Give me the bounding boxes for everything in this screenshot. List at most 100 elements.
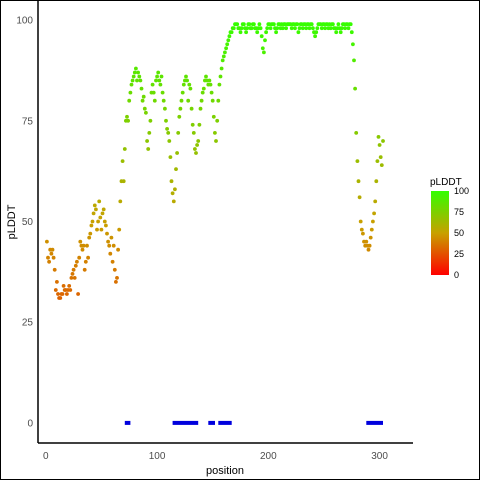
- data-point: [99, 227, 104, 232]
- y-tick-label: 50: [22, 217, 34, 228]
- data-point: [167, 139, 172, 143]
- data-point: [70, 272, 75, 276]
- data-point: [227, 34, 232, 39]
- data-point: [336, 22, 341, 27]
- data-point: [105, 231, 109, 236]
- data-point: [111, 243, 116, 248]
- data-point: [75, 259, 79, 264]
- data-point: [80, 247, 85, 252]
- data-point: [258, 26, 263, 31]
- data-point: [355, 159, 360, 164]
- data-point: [184, 74, 188, 79]
- data-point: [71, 267, 76, 272]
- data-point: [239, 26, 244, 31]
- data-point: [127, 98, 132, 103]
- data-point: [179, 98, 184, 103]
- y-axis-title: pLDDT: [6, 204, 18, 239]
- data-point: [235, 22, 240, 27]
- data-point: [152, 98, 157, 103]
- data-point: [83, 259, 88, 264]
- data-point: [204, 74, 208, 79]
- data-point: [195, 143, 200, 147]
- data-point: [145, 139, 150, 143]
- data-point: [185, 78, 190, 83]
- legend-tick-label: 0: [454, 270, 459, 280]
- data-point: [109, 235, 114, 240]
- data-point: [252, 22, 256, 27]
- data-point: [116, 247, 120, 252]
- data-point: [346, 26, 351, 31]
- data-point: [265, 26, 270, 31]
- data-point: [373, 199, 378, 204]
- data-point: [349, 30, 354, 35]
- data-point: [95, 227, 99, 232]
- data-point: [314, 30, 319, 35]
- data-point: [186, 98, 191, 103]
- data-point: [381, 139, 385, 143]
- data-point: [171, 199, 176, 204]
- data-point: [112, 267, 117, 272]
- data-point: [85, 243, 89, 248]
- data-point: [379, 163, 384, 168]
- data-point: [115, 276, 119, 280]
- data-point: [137, 74, 142, 79]
- data-point: [87, 235, 92, 240]
- data-point: [351, 42, 355, 47]
- data-point: [295, 22, 300, 27]
- data-point: [217, 82, 222, 87]
- data-point: [94, 207, 98, 212]
- data-point: [65, 292, 69, 296]
- region-band: [218, 420, 232, 425]
- data-point: [156, 70, 161, 75]
- data-point: [78, 239, 83, 244]
- data-point: [142, 106, 147, 111]
- data-point: [328, 26, 333, 31]
- data-point: [47, 259, 51, 264]
- data-point: [272, 22, 276, 27]
- x-tick-label: 200: [260, 451, 277, 462]
- data-point: [244, 30, 249, 35]
- data-point: [52, 267, 57, 272]
- data-point: [198, 106, 203, 111]
- region-band: [208, 420, 215, 425]
- data-point: [343, 26, 347, 31]
- data-point: [218, 74, 223, 79]
- data-point: [331, 22, 335, 27]
- data-point: [130, 78, 135, 83]
- data-point: [264, 30, 268, 35]
- data-point: [117, 227, 122, 232]
- data-point: [247, 22, 252, 27]
- data-point: [315, 26, 320, 31]
- data-point: [296, 30, 301, 35]
- data-point: [51, 255, 56, 260]
- data-point: [49, 251, 54, 256]
- data-point: [207, 78, 212, 83]
- legend-tick-label: 75: [454, 207, 464, 217]
- x-tick-label: 0: [43, 451, 49, 462]
- data-point: [181, 82, 186, 87]
- data-point: [354, 131, 359, 135]
- data-point: [122, 147, 127, 151]
- data-point: [238, 30, 243, 35]
- legend-title: pLDDT: [430, 177, 462, 188]
- data-point: [144, 110, 148, 115]
- region-bands: [124, 420, 383, 425]
- data-point: [102, 219, 107, 224]
- data-point: [104, 223, 108, 228]
- data-point: [211, 114, 216, 119]
- data-point: [319, 26, 324, 31]
- data-point: [357, 195, 362, 200]
- data-point: [226, 38, 231, 43]
- data-point: [120, 159, 125, 164]
- data-point: [378, 155, 383, 160]
- data-point: [376, 135, 381, 139]
- data-point: [175, 151, 180, 155]
- data-point: [180, 90, 185, 95]
- data-point: [132, 70, 137, 75]
- data-point: [98, 215, 103, 220]
- data-point: [173, 187, 177, 192]
- data-point: [92, 203, 97, 208]
- data-point: [260, 46, 265, 51]
- data-point: [55, 280, 59, 284]
- y-tick-label: 25: [22, 318, 34, 329]
